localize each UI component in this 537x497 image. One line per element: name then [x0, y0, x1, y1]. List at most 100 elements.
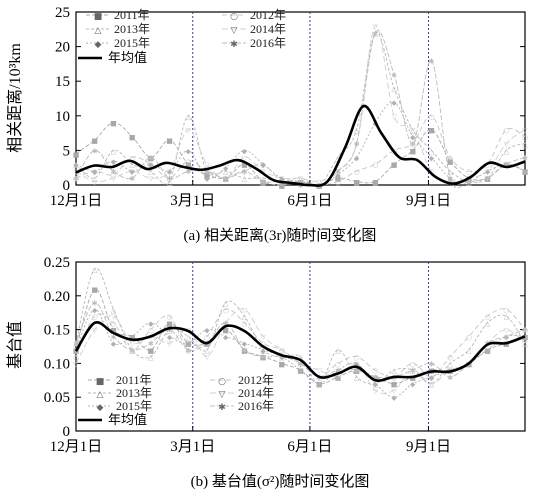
series-marker: ✱ — [110, 333, 116, 341]
series-marker: ○ — [204, 168, 210, 176]
series-marker: ✱ — [485, 175, 491, 183]
series-marker: ◆ — [298, 367, 304, 375]
y-axis-label: 基台值 — [6, 321, 24, 369]
series-marker: ■ — [372, 179, 379, 187]
series-marker: ◆ — [111, 340, 117, 348]
series-marker: ○ — [485, 313, 491, 321]
series-marker: ▽ — [129, 340, 135, 348]
series-marker: △ — [129, 161, 135, 169]
y-tick-label: 0 — [63, 178, 71, 194]
series-marker: △ — [522, 340, 528, 348]
series-line — [75, 267, 526, 385]
series-marker: ○ — [503, 127, 509, 135]
series-marker: △ — [504, 147, 510, 155]
series-marker: ○ — [185, 347, 191, 355]
series-marker: ◆ — [298, 179, 304, 187]
series-marker: ✱ — [335, 168, 341, 176]
series-marker: △ — [391, 85, 397, 93]
series-marker: ○ — [260, 161, 266, 169]
series-marker: ◆ — [279, 354, 285, 362]
series-marker: △ — [260, 175, 266, 183]
series-marker: ▽ — [354, 140, 360, 148]
y-tick-label: 10 — [55, 109, 70, 125]
series-marker: ✱ — [241, 347, 247, 355]
series-marker: ✱ — [129, 175, 135, 183]
series-marker: ▽ — [204, 161, 210, 169]
series-marker: ◆ — [354, 360, 360, 368]
series-marker: ◆ — [429, 374, 435, 382]
series-marker: ◆ — [410, 381, 416, 389]
series-marker: ✱ — [73, 175, 79, 183]
series-marker: ■ — [372, 374, 379, 382]
series-marker: ■ — [91, 137, 98, 145]
legend-marker: △ — [97, 390, 104, 400]
y-tick-label: 25 — [55, 5, 70, 21]
series-marker: ○ — [428, 113, 434, 121]
series-marker: ■ — [335, 175, 342, 183]
series-marker: ✱ — [447, 175, 453, 183]
y-tick-label: 0.15 — [44, 323, 70, 339]
series-marker: ○ — [447, 354, 453, 362]
series-marker: ■ — [297, 367, 304, 375]
series-marker: ○ — [110, 172, 116, 180]
series-marker: ◆ — [148, 161, 154, 169]
series-marker: ▽ — [298, 360, 304, 368]
series-marker: ■ — [260, 354, 267, 362]
series-marker: ■ — [166, 320, 173, 328]
legend-marker: ▽ — [231, 26, 238, 36]
series-marker: ■ — [222, 327, 229, 335]
series-marker: ◆ — [204, 175, 210, 183]
series-marker: ■ — [185, 161, 192, 169]
series-marker: △ — [279, 354, 285, 362]
series-marker: ▽ — [242, 154, 248, 162]
series-marker: ■ — [166, 137, 173, 145]
series-marker: ◆ — [167, 168, 173, 176]
series-marker: △ — [429, 147, 435, 155]
series-marker: ◆ — [317, 381, 323, 389]
series-marker: △ — [260, 347, 266, 355]
series-marker: ▽ — [373, 387, 379, 395]
series-marker: ▽ — [111, 175, 117, 183]
series-marker: ■ — [447, 158, 454, 166]
series-marker: ◆ — [335, 367, 341, 375]
series-marker: ◆ — [73, 161, 79, 169]
series-marker: ▽ — [167, 168, 173, 176]
series-marker: ▽ — [279, 347, 285, 355]
legend-marker: △ — [95, 26, 102, 36]
x-tick-label: 9月1日 — [406, 193, 451, 209]
series-marker: ▽ — [354, 360, 360, 368]
legend-marker: ▽ — [219, 390, 226, 400]
series-marker: △ — [204, 168, 210, 176]
series-marker: ○ — [522, 327, 528, 335]
series-marker: ✱ — [167, 327, 173, 335]
x-tick-label: 12月1日 — [50, 193, 103, 209]
series-marker: ✱ — [260, 179, 266, 187]
series-marker: ○ — [522, 134, 528, 142]
legend-label: 2015年 — [116, 399, 152, 413]
legend-label-average: 年均值 — [108, 50, 147, 65]
series-marker: △ — [485, 175, 491, 183]
series-marker: ■ — [129, 333, 136, 341]
y-axis-label: 相关距离/10³km — [6, 43, 24, 153]
series-marker: ✱ — [503, 161, 509, 169]
series-marker: △ — [317, 381, 323, 389]
series-marker: ○ — [92, 168, 98, 176]
series-marker: ◆ — [335, 172, 341, 180]
series-marker: ✱ — [298, 182, 304, 190]
series-marker: ▽ — [373, 23, 379, 31]
series-marker: ○ — [354, 168, 360, 176]
series-marker: ◆ — [410, 134, 416, 142]
series-marker: ○ — [241, 320, 247, 328]
series-marker: ✱ — [354, 367, 360, 375]
plot-frame — [75, 261, 526, 432]
legend-label: 2013年 — [116, 386, 152, 400]
legend-marker: ✱ — [218, 403, 226, 413]
series-marker: ○ — [428, 374, 434, 382]
series-marker: ○ — [148, 327, 154, 335]
series-marker: ▽ — [485, 168, 491, 176]
series-marker: ▽ — [92, 327, 98, 335]
series-marker: ○ — [260, 340, 266, 348]
series-marker: ◆ — [167, 333, 173, 341]
x-tick-label: 9月1日 — [406, 439, 451, 455]
